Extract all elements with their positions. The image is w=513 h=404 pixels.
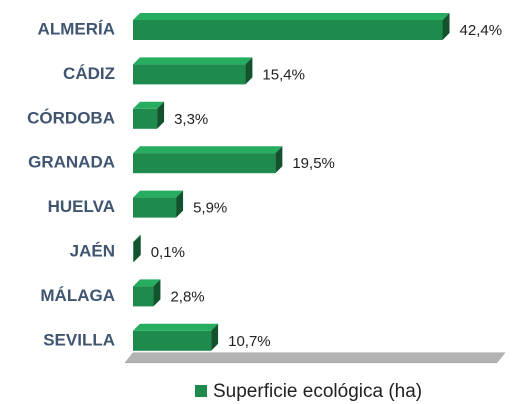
value-label: 42,4% [460, 22, 503, 39]
bar [133, 146, 283, 174]
bar-face [133, 153, 276, 174]
bar [133, 57, 253, 85]
bar [133, 13, 450, 40]
bar-face [133, 20, 443, 40]
bar-face [133, 235, 141, 262]
bar-face [133, 57, 253, 65]
bar-face [133, 242, 134, 262]
bar-face [157, 101, 165, 129]
value-label: 19,5% [292, 155, 335, 172]
category-label: JAÉN [70, 241, 115, 260]
bar-face [153, 279, 161, 307]
category-label: GRANADA [28, 153, 115, 172]
bar-face [133, 108, 158, 129]
bar-face [211, 323, 219, 351]
bar-face [133, 190, 184, 198]
bar-face [133, 146, 283, 154]
value-label: 10,7% [228, 333, 271, 350]
legend-label: Superficie ecológica (ha) [213, 381, 422, 402]
bar-face [133, 13, 450, 20]
bar [133, 235, 141, 262]
bar-face [176, 190, 184, 218]
bar-face [133, 197, 177, 218]
value-label: 15,4% [262, 66, 305, 83]
bar [133, 190, 184, 218]
value-label: 2,8% [170, 288, 204, 305]
bar [133, 279, 161, 307]
legend-swatch [195, 385, 207, 397]
value-label: 5,9% [193, 200, 227, 217]
bar-face [133, 279, 161, 287]
category-label: CÁDIZ [63, 64, 115, 83]
category-label: MÁLAGA [40, 286, 115, 305]
bar-face [245, 57, 253, 85]
value-label: 0,1% [151, 244, 185, 261]
bar-face [133, 235, 141, 242]
bar-face [133, 101, 165, 109]
bar-face [133, 330, 212, 351]
category-label: SEVILLA [43, 330, 115, 349]
bar-face [275, 146, 283, 174]
category-label: ALMERÍA [38, 19, 115, 38]
bar-face [133, 323, 219, 331]
bar [133, 101, 165, 129]
floor [124, 352, 506, 364]
bar-face [442, 13, 450, 40]
category-label: CÓRDOBA [27, 108, 115, 127]
bar-face [133, 64, 246, 85]
bar-face [133, 286, 154, 307]
category-label: HUELVA [48, 197, 115, 216]
bar [133, 323, 219, 351]
value-label: 3,3% [174, 111, 208, 128]
